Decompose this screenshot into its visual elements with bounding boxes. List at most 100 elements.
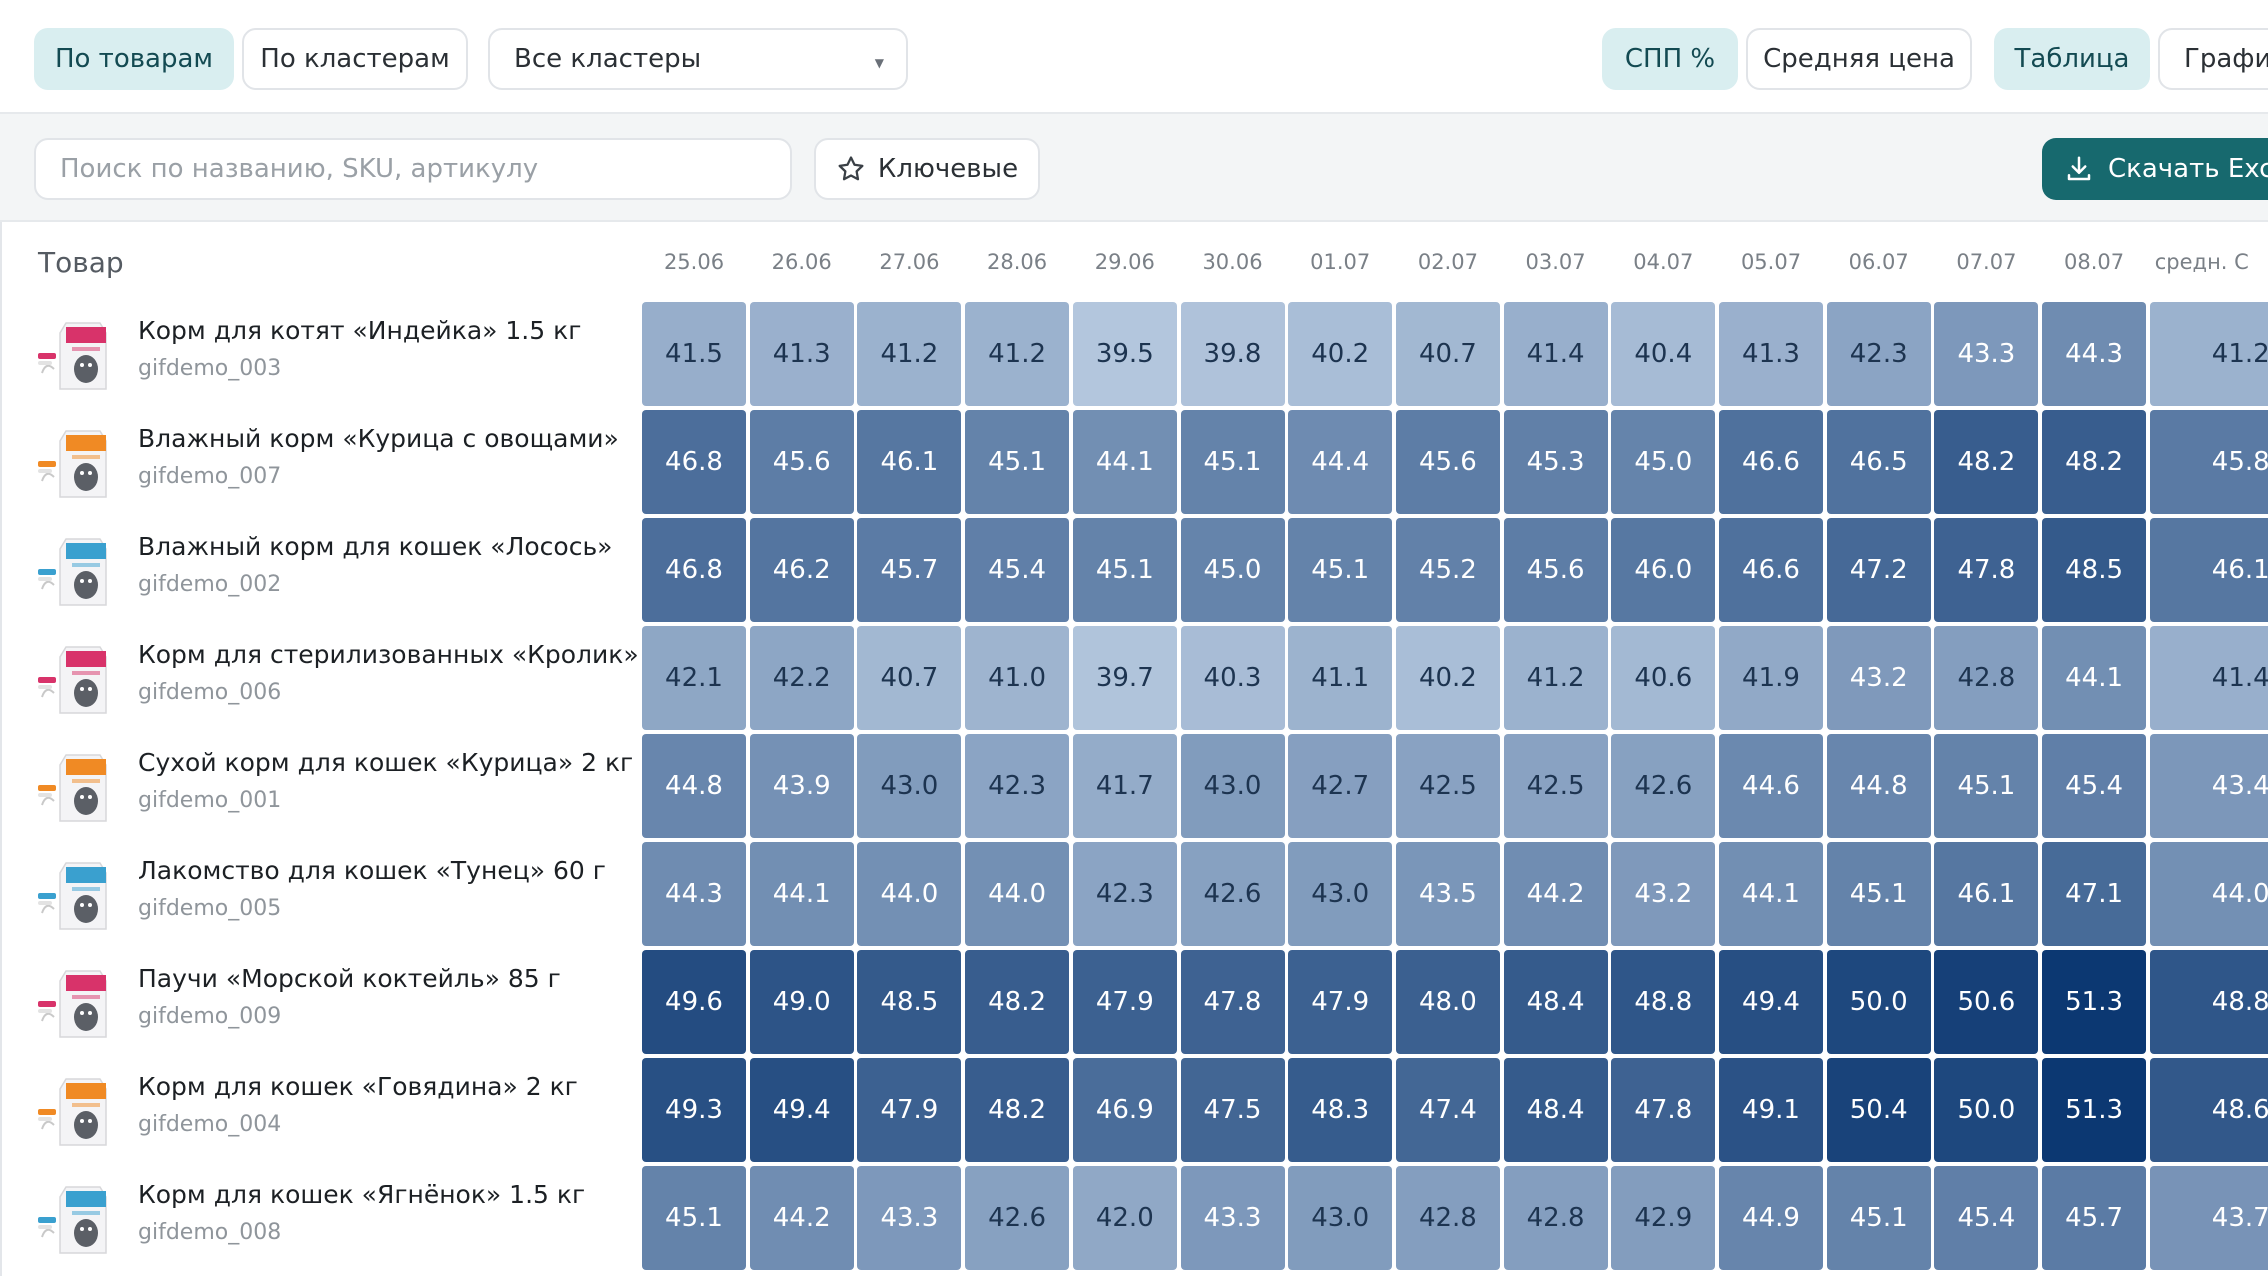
- heatmap-cell[interactable]: 48.2: [2042, 410, 2147, 514]
- heatmap-cell[interactable]: 45.4: [2042, 734, 2147, 838]
- heatmap-cell[interactable]: 47.8: [1611, 1058, 1716, 1162]
- heatmap-cell[interactable]: 44.1: [1719, 842, 1823, 946]
- heatmap-cell[interactable]: 39.5: [1072, 302, 1177, 406]
- heatmap-cell[interactable]: 47.5: [1180, 1058, 1285, 1162]
- heatmap-cell[interactable]: 43.2: [1826, 626, 1931, 730]
- heatmap-cell[interactable]: 49.3: [642, 1058, 746, 1162]
- heatmap-cell[interactable]: 46.1: [857, 410, 962, 514]
- heatmap-cell[interactable]: 41.2: [2149, 302, 2268, 406]
- heatmap-cell[interactable]: 48.4: [1503, 950, 1608, 1054]
- heatmap-cell[interactable]: 41.2: [965, 302, 1070, 406]
- heatmap-cell[interactable]: 44.2: [749, 1166, 854, 1270]
- heatmap-cell[interactable]: 46.1: [1934, 842, 2039, 946]
- heatmap-cell[interactable]: 44.3: [2042, 302, 2147, 406]
- heatmap-cell[interactable]: 41.1: [1288, 626, 1393, 730]
- heatmap-cell[interactable]: 48.5: [857, 950, 962, 1054]
- heatmap-cell[interactable]: 47.8: [1934, 518, 2039, 622]
- heatmap-cell[interactable]: 47.1: [2042, 842, 2147, 946]
- heatmap-cell[interactable]: 46.6: [1719, 410, 1823, 514]
- heatmap-cell[interactable]: 47.4: [1395, 1058, 1500, 1162]
- table-row[interactable]: Сухой корм для кошек «Курица» 2 кг gifde…: [34, 734, 633, 838]
- heatmap-cell[interactable]: 49.1: [1719, 1058, 1823, 1162]
- metric-spp-button[interactable]: СПП %: [1602, 28, 1738, 90]
- heatmap-cell[interactable]: 41.3: [749, 302, 854, 406]
- heatmap-cell[interactable]: 48.5: [2042, 518, 2147, 622]
- heatmap-cell[interactable]: 47.8: [1180, 950, 1285, 1054]
- heatmap-cell[interactable]: 45.4: [1934, 1166, 2039, 1270]
- heatmap-cell[interactable]: 40.7: [1395, 302, 1500, 406]
- heatmap-cell[interactable]: 46.8: [642, 410, 746, 514]
- heatmap-cell[interactable]: 44.8: [1826, 734, 1931, 838]
- heatmap-cell[interactable]: 43.3: [1180, 1166, 1285, 1270]
- heatmap-cell[interactable]: 43.7: [2149, 1166, 2268, 1270]
- heatmap-cell[interactable]: 41.4: [1503, 302, 1608, 406]
- heatmap-cell[interactable]: 41.5: [642, 302, 746, 406]
- heatmap-cell[interactable]: 40.4: [1611, 302, 1716, 406]
- heatmap-cell[interactable]: 45.4: [965, 518, 1070, 622]
- heatmap-cell[interactable]: 45.0: [1180, 518, 1285, 622]
- heatmap-cell[interactable]: 48.6: [2149, 1058, 2268, 1162]
- heatmap-cell[interactable]: 49.0: [749, 950, 854, 1054]
- heatmap-cell[interactable]: 44.0: [965, 842, 1070, 946]
- heatmap-cell[interactable]: 42.3: [1826, 302, 1931, 406]
- heatmap-cell[interactable]: 44.9: [1719, 1166, 1823, 1270]
- heatmap-cell[interactable]: 39.7: [1072, 626, 1177, 730]
- heatmap-cell[interactable]: 45.1: [1072, 518, 1177, 622]
- heatmap-cell[interactable]: 48.0: [1395, 950, 1500, 1054]
- heatmap-cell[interactable]: 48.8: [1611, 950, 1716, 1054]
- view-table-button[interactable]: Таблица: [1994, 28, 2150, 90]
- heatmap-cell[interactable]: 48.8: [2149, 950, 2268, 1054]
- heatmap-cell[interactable]: 41.3: [1719, 302, 1823, 406]
- heatmap-cell[interactable]: 45.7: [2042, 1166, 2147, 1270]
- heatmap-cell[interactable]: 43.5: [1395, 842, 1500, 946]
- heatmap-cell[interactable]: 42.8: [1503, 1166, 1608, 1270]
- heatmap-cell[interactable]: 45.8: [2149, 410, 2268, 514]
- heatmap-cell[interactable]: 45.1: [1288, 518, 1393, 622]
- heatmap-cell[interactable]: 45.6: [1503, 518, 1608, 622]
- heatmap-cell[interactable]: 43.9: [749, 734, 854, 838]
- heatmap-cell[interactable]: 48.2: [1934, 410, 2039, 514]
- heatmap-cell[interactable]: 46.1: [2149, 518, 2268, 622]
- heatmap-cell[interactable]: 50.0: [1934, 1058, 2039, 1162]
- heatmap-cell[interactable]: 43.3: [1934, 302, 2039, 406]
- heatmap-cell[interactable]: 45.1: [642, 1166, 746, 1270]
- heatmap-cell[interactable]: 40.7: [857, 626, 962, 730]
- heatmap-cell[interactable]: 46.9: [1072, 1058, 1177, 1162]
- heatmap-cell[interactable]: 48.2: [965, 950, 1070, 1054]
- view-charts-button[interactable]: Графи: [2158, 28, 2268, 90]
- heatmap-cell[interactable]: 42.2: [749, 626, 854, 730]
- search-input[interactable]: [34, 138, 792, 200]
- key-filter-button[interactable]: Ключевые: [814, 138, 1040, 200]
- heatmap-cell[interactable]: 46.2: [749, 518, 854, 622]
- heatmap-cell[interactable]: 42.3: [1072, 842, 1177, 946]
- heatmap-cell[interactable]: 43.0: [857, 734, 962, 838]
- heatmap-cell[interactable]: 47.2: [1826, 518, 1931, 622]
- table-row[interactable]: Влажный корм для кошек «Лосось» gifdemo_…: [34, 518, 624, 622]
- heatmap-cell[interactable]: 45.1: [965, 410, 1070, 514]
- heatmap-cell[interactable]: 44.0: [857, 842, 962, 946]
- heatmap-cell[interactable]: 42.6: [1611, 734, 1716, 838]
- heatmap-cell[interactable]: 45.6: [1395, 410, 1500, 514]
- heatmap-cell[interactable]: 42.6: [965, 1166, 1070, 1270]
- cluster-select[interactable]: Все кластеры ▼: [488, 28, 908, 90]
- heatmap-cell[interactable]: 41.9: [1719, 626, 1823, 730]
- heatmap-cell[interactable]: 44.1: [749, 842, 854, 946]
- heatmap-cell[interactable]: 43.0: [1288, 842, 1393, 946]
- heatmap-cell[interactable]: 45.6: [749, 410, 854, 514]
- heatmap-cell[interactable]: 44.8: [642, 734, 746, 838]
- tab-by-clusters[interactable]: По кластерам: [242, 28, 468, 90]
- heatmap-cell[interactable]: 43.0: [1180, 734, 1285, 838]
- heatmap-cell[interactable]: 42.8: [1934, 626, 2039, 730]
- heatmap-cell[interactable]: 46.5: [1826, 410, 1931, 514]
- metric-avg-price-button[interactable]: Средняя цена: [1746, 28, 1972, 90]
- heatmap-cell[interactable]: 41.7: [1072, 734, 1177, 838]
- heatmap-cell[interactable]: 51.3: [2042, 950, 2147, 1054]
- heatmap-cell[interactable]: 40.3: [1180, 626, 1285, 730]
- heatmap-cell[interactable]: 44.2: [1503, 842, 1608, 946]
- heatmap-cell[interactable]: 42.9: [1611, 1166, 1716, 1270]
- heatmap-cell[interactable]: 49.6: [642, 950, 746, 1054]
- heatmap-cell[interactable]: 43.0: [1288, 1166, 1393, 1270]
- heatmap-cell[interactable]: 44.0: [2149, 842, 2268, 946]
- heatmap-cell[interactable]: 50.6: [1934, 950, 2039, 1054]
- heatmap-cell[interactable]: 42.5: [1503, 734, 1608, 838]
